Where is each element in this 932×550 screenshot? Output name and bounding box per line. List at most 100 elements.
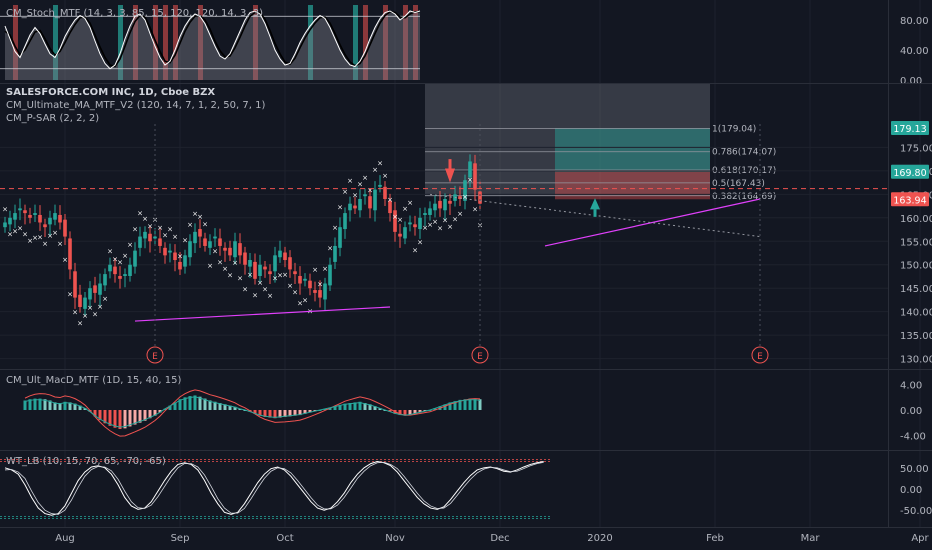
psar-dot: × (227, 271, 233, 279)
psar-dot: × (397, 216, 403, 224)
psar-dot: × (337, 204, 343, 212)
psar-dot: × (22, 231, 28, 239)
macd-bar (478, 399, 482, 410)
psar-dot: × (332, 224, 338, 232)
psar-dot: × (322, 265, 328, 273)
psar-dot: × (402, 205, 408, 213)
psar-dot: × (137, 210, 143, 218)
psar-dot: × (297, 300, 303, 308)
macd-bar (233, 406, 237, 410)
candle-body (278, 250, 282, 258)
stoch-area (5, 11, 420, 80)
macd-bar (123, 410, 127, 429)
wt-tick-label: 50.00 (900, 464, 929, 475)
time-tick-label: Sep (171, 533, 190, 544)
candle-body (393, 210, 397, 232)
psar-dot: × (232, 259, 238, 267)
candle-body (328, 264, 332, 286)
price-tag (891, 164, 929, 179)
psar-dot: × (182, 237, 188, 245)
stoch-band-red (253, 5, 258, 80)
psar-dot: × (142, 215, 148, 223)
candle-body (243, 252, 247, 265)
time-tick-label: Apr (911, 533, 929, 544)
psar-dot: × (342, 188, 348, 196)
candle-body (228, 247, 232, 256)
psar-dot: × (277, 272, 283, 280)
candle-body (53, 213, 57, 220)
macd-bar (288, 410, 292, 417)
price-tag-label: 163.94 (893, 195, 926, 206)
macd-panel[interactable]: CM_Ult_MacD_MTF (1D, 15, 40, 15) 4.00 0.0… (6, 375, 926, 442)
macd-bar (148, 410, 152, 419)
candle-body (283, 252, 287, 261)
candle-body (188, 241, 192, 258)
candle-body (13, 213, 17, 220)
price-tick-label: 150.00 (900, 261, 932, 272)
wt-lines (0, 458, 550, 520)
candle-body (438, 200, 442, 209)
stoch-title: CM_Stoch_MTF (14, 3, 3, 85, 15, 120, 120… (6, 8, 263, 19)
stoch-band-green (118, 5, 123, 80)
psar-dot: × (197, 213, 203, 221)
price-legend-ma: CM_Ultimate_MA_MTF_V2 (120, 14, 7, 1, 2,… (6, 100, 265, 111)
candle-body (173, 252, 177, 261)
macd-bar (43, 399, 47, 410)
support-trendline (134, 306, 391, 322)
candle-body (18, 208, 22, 211)
stoch-band-red (413, 5, 418, 80)
candle-body (288, 257, 292, 270)
price-tag (891, 120, 929, 135)
time-tick-label: Oct (276, 533, 293, 544)
macd-bar (343, 403, 347, 410)
macd-bar (23, 400, 27, 410)
macd-bar (298, 410, 302, 416)
candle-body (123, 274, 127, 276)
psar-dot: × (327, 244, 333, 252)
stoch-band-red (13, 5, 18, 80)
macd-bar (223, 404, 227, 410)
psar-dot: × (87, 304, 93, 312)
wt-panel[interactable]: WT_LB (10, 15, 70, 65, -70, -65) 50.00 0.… (0, 456, 932, 520)
macd-bar (458, 399, 462, 410)
stoch-lines (0, 10, 421, 80)
stoch-y-axis: 80.00 40.00 0.00 (900, 16, 929, 87)
macd-bar (193, 395, 197, 410)
stoch-band-red (163, 5, 168, 80)
macd-bar (118, 410, 122, 429)
psar-dot: × (437, 224, 443, 232)
candle-body (38, 214, 42, 223)
candle-body (233, 241, 237, 258)
macd-bar (198, 396, 202, 410)
fib-level-label: 0.5(167.43) (712, 179, 765, 189)
price-tag-label: 169.80 (893, 168, 926, 179)
psar-dot: × (347, 177, 353, 185)
macd-bar (48, 400, 52, 410)
earnings-label: E (152, 352, 158, 362)
candle-body (253, 261, 257, 279)
stoch-band-red (173, 5, 178, 80)
earnings-icon (146, 346, 164, 364)
psar-dot: × (272, 275, 278, 283)
psar-dot: × (107, 248, 113, 256)
price-tick-label: 145.00 (900, 284, 932, 295)
macd-bar (303, 410, 307, 414)
buy-arrow-icon (590, 198, 600, 210)
macd-bar (358, 401, 362, 410)
psar-dot: × (177, 252, 183, 260)
macd-bar (398, 410, 402, 416)
candle-body (408, 222, 412, 225)
candle-body (203, 238, 207, 246)
candle-body (218, 238, 222, 246)
psar-dot: × (407, 199, 413, 207)
psar-dot: × (12, 227, 18, 235)
time-tick-label: Mar (801, 533, 821, 544)
stoch-panel[interactable]: CM_Stoch_MTF (14, 3, 3, 85, 15, 120, 120… (0, 5, 929, 87)
psar-dot: × (317, 281, 323, 289)
price-panel[interactable]: 1(179.04)0.786(174.07)0.618(170.17)0.5(1… (0, 84, 932, 366)
macd-bar (468, 398, 472, 410)
psar-dot: × (472, 206, 478, 214)
macd-title: CM_Ult_MacD_MTF (1D, 15, 40, 15) (6, 375, 181, 386)
target-zone (555, 128, 710, 172)
